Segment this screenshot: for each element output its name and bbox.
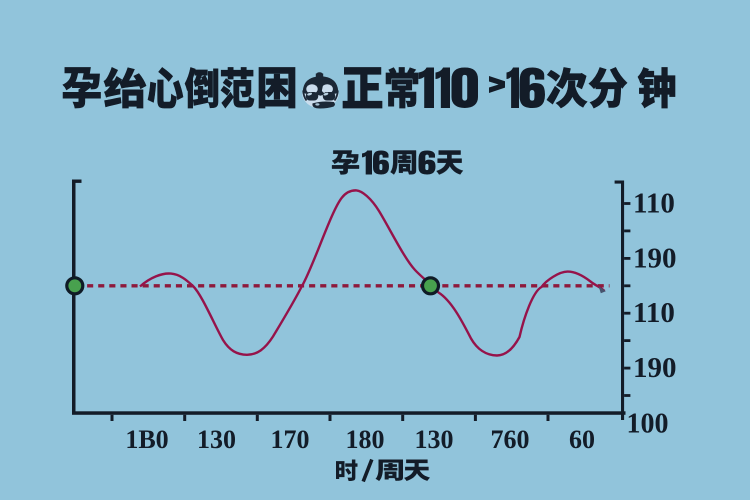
svg-text:130: 130	[197, 425, 236, 454]
svg-text:110: 110	[633, 297, 675, 329]
svg-text:180: 180	[346, 425, 385, 454]
svg-text:190: 190	[633, 242, 677, 274]
svg-text:130: 130	[415, 425, 454, 454]
svg-text:760: 760	[491, 425, 530, 454]
svg-text:1B0: 1B0	[125, 425, 168, 454]
svg-text:100: 100	[627, 409, 669, 440]
svg-text:110: 110	[633, 188, 675, 220]
svg-text:190: 190	[633, 352, 677, 384]
svg-text:60: 60	[569, 425, 595, 454]
svg-text:170: 170	[271, 425, 310, 454]
